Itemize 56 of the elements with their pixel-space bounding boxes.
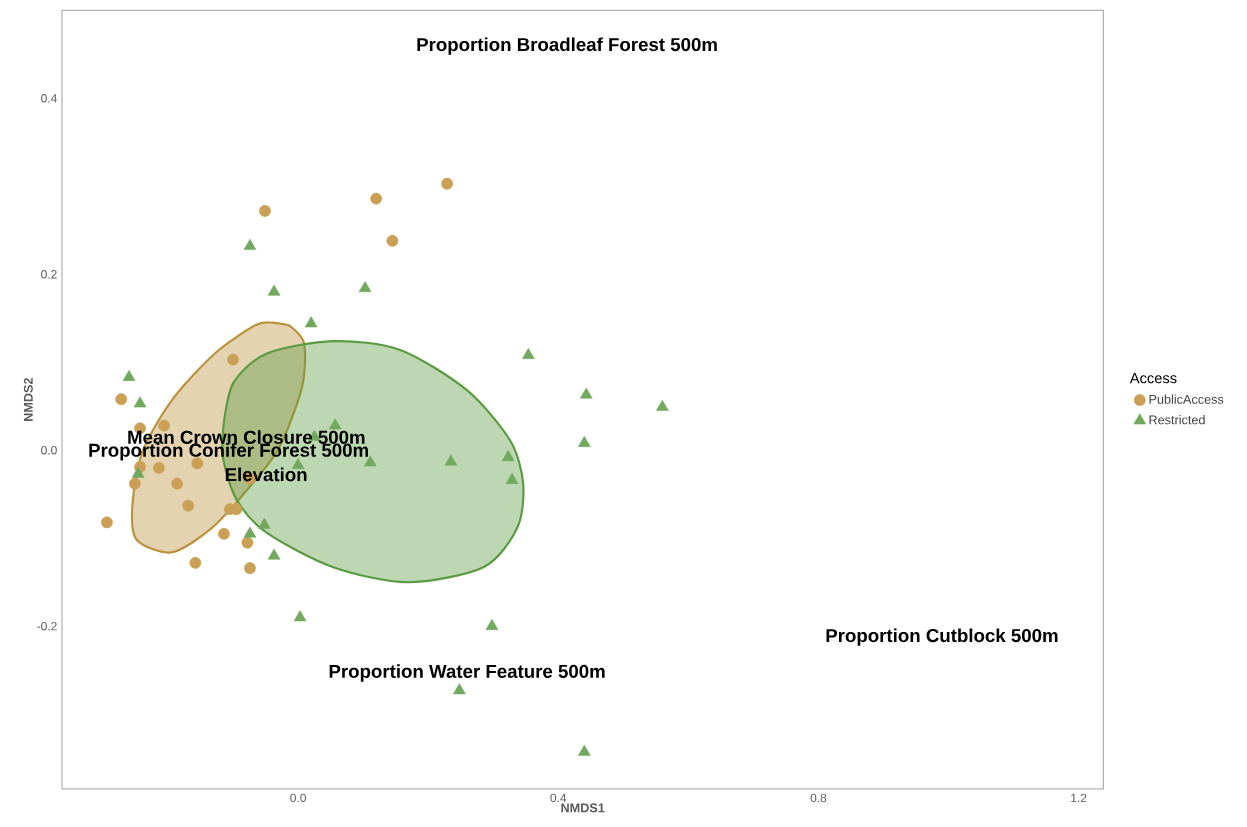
point (501, 450, 515, 462)
point (258, 517, 271, 529)
x-tick-label: 1.2 (1071, 793, 1087, 803)
point (579, 387, 593, 399)
point (578, 436, 591, 447)
point (485, 619, 499, 630)
y-tick-label: 0.2 (41, 270, 57, 279)
point (267, 548, 281, 560)
point (189, 557, 202, 569)
point (101, 516, 113, 529)
point (133, 396, 147, 408)
point (522, 348, 535, 359)
point (243, 526, 257, 538)
point (122, 370, 136, 381)
x-tick-label: 0.8 (810, 793, 827, 803)
point (182, 499, 195, 512)
point (115, 393, 128, 406)
point (370, 192, 383, 205)
point (293, 610, 307, 622)
y-tick-label: 0.0 (41, 445, 57, 455)
point (128, 477, 141, 490)
y-tick-label: -0.2 (37, 621, 57, 631)
point (364, 455, 377, 467)
annotation: Proportion Cutblock 500m (826, 628, 1058, 646)
point (358, 281, 372, 293)
point (153, 461, 165, 474)
y-axis-title: NMDS2 (23, 377, 33, 421)
x-axis-title: NMDS1 (561, 803, 605, 813)
x-tick-label: 0.0 (290, 793, 306, 803)
x-tick-label: 0.4 (550, 793, 567, 803)
point (218, 527, 230, 540)
point (244, 562, 256, 575)
point (243, 238, 257, 250)
point (444, 454, 458, 466)
legend-label: Restricted (1149, 415, 1205, 425)
annotation: Proportion Broadleaf Forest 500m (417, 37, 717, 55)
point (171, 477, 183, 490)
point (656, 399, 669, 411)
point (441, 177, 453, 190)
annotation: Proportion Water Feature 500m (329, 664, 605, 682)
point (259, 205, 271, 217)
point (241, 536, 254, 549)
point (328, 418, 342, 430)
point (453, 683, 466, 695)
point (505, 472, 519, 484)
point (191, 457, 204, 470)
point (386, 234, 399, 247)
annotation: Elevation (225, 467, 307, 482)
point (304, 316, 318, 328)
legend-label: PublicAccess (1149, 394, 1224, 404)
point (578, 744, 591, 756)
point (131, 466, 145, 478)
point (227, 353, 239, 366)
legend-title: Access (1129, 373, 1177, 384)
point (267, 284, 281, 296)
y-tick-label: 0.4 (41, 94, 57, 103)
